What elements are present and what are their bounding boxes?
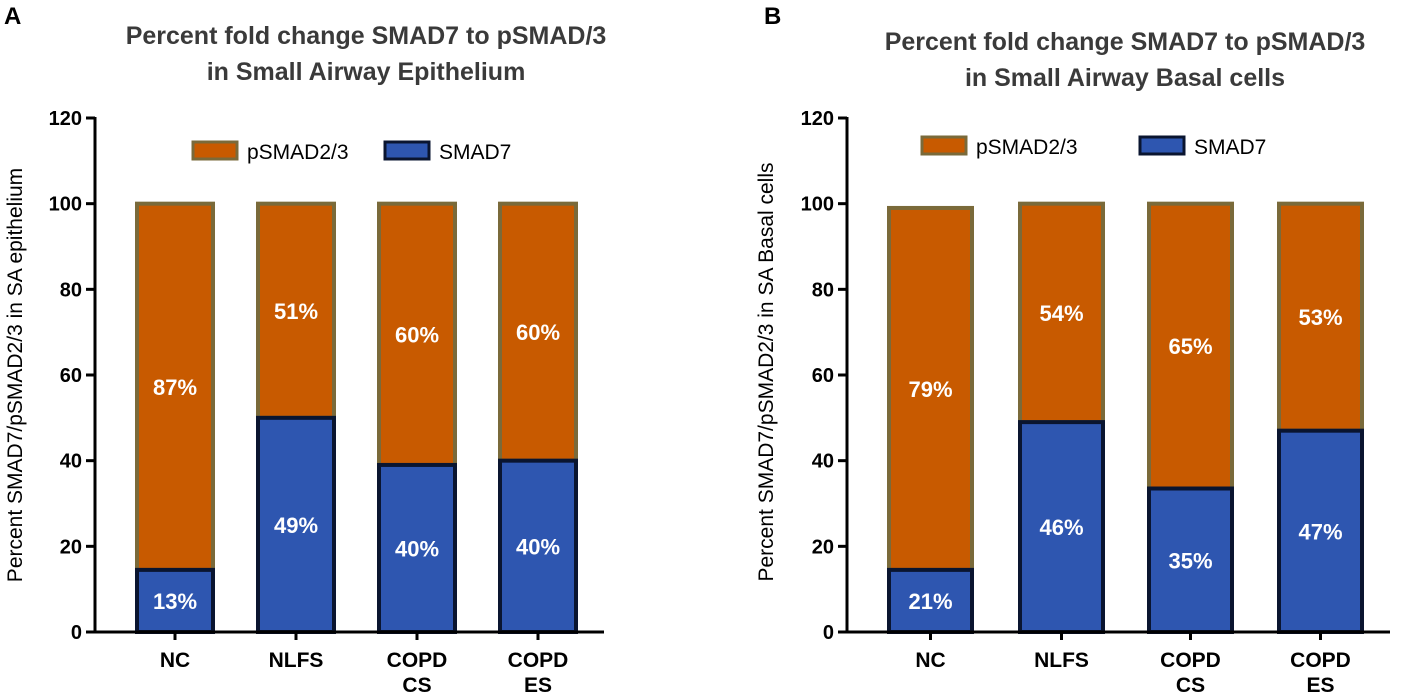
y-tick-label: 120 (801, 108, 834, 130)
bar-pSMAD-1 (1018, 201, 1105, 425)
x-tick-label: COPD (1160, 649, 1221, 672)
y-tick-label: 0 (71, 622, 82, 644)
chart-title-line-2: in Small Airway Basal cells (965, 64, 1285, 92)
y-tick-label: 20 (812, 536, 834, 558)
legend-swatch-pSMAD (920, 135, 968, 156)
data-label-pSMAD-3: 60% (516, 320, 560, 345)
legend-swatch-pSMAD (191, 140, 239, 161)
x-tick-label: NC (160, 649, 190, 672)
y-tick-label: 40 (60, 451, 82, 473)
x-tick-label: NLFS (1034, 649, 1089, 672)
panel-letter: B (764, 3, 781, 30)
x-tick-label: NC (915, 649, 945, 672)
data-label-pSMAD-0: 87% (153, 375, 197, 400)
panel-a: A Percent fold change SMAD7 to pSMAD/3 i… (4, 3, 606, 695)
legend: pSMAD2/3 SMAD7 (191, 140, 511, 164)
bar-pSMAD-0 (887, 205, 974, 572)
y-axis-label: Percent SMAD7/pSMAD2/3 in SA epithelium (4, 168, 27, 582)
legend-label-pSMAD: pSMAD2/3 (976, 136, 1078, 159)
y-tick-label: 100 (801, 194, 834, 216)
legend-label-SMAD7: SMAD7 (1194, 136, 1266, 159)
data-label-pSMAD-2: 65% (1168, 334, 1212, 359)
data-label-SMAD7-3: 47% (1298, 519, 1342, 544)
bar-pSMAD-3 (498, 201, 578, 463)
x-tick-label: ES (524, 674, 552, 695)
y-axis-label: Percent SMAD7/pSMAD2/3 in SA Basal cells (755, 162, 778, 581)
bar-SMAD7-2 (1147, 486, 1234, 634)
x-tick-label: COPD (387, 649, 448, 672)
bar-pSMAD-3 (1277, 201, 1364, 433)
legend-swatch-SMAD7 (383, 140, 431, 161)
bar-SMAD7-3 (498, 458, 578, 634)
x-tick-label: NLFS (269, 649, 324, 672)
y-tick-label: 40 (812, 451, 834, 473)
y-tick-label: 0 (823, 622, 834, 644)
data-label-SMAD7-0: 13% (153, 589, 197, 614)
legend: pSMAD2/3 SMAD7 (920, 135, 1266, 159)
data-label-SMAD7-2: 40% (395, 536, 439, 561)
data-label-SMAD7-1: 46% (1039, 515, 1083, 540)
y-tick-label: 100 (49, 194, 82, 216)
panel-b: B Percent fold change SMAD7 to pSMAD/3 i… (755, 3, 1390, 695)
y-tick-label: 80 (60, 279, 82, 301)
plot-area: 87%13%NC51%49%NLFS60%40%COPDCS60%40%COPD… (49, 108, 604, 695)
data-label-SMAD7-0: 21% (908, 589, 952, 614)
legend-label-pSMAD: pSMAD2/3 (247, 141, 349, 164)
chart-title-line-1: Percent fold change SMAD7 to pSMAD/3 (885, 28, 1366, 56)
chart-title-line-1: Percent fold change SMAD7 to pSMAD/3 (126, 22, 607, 50)
data-label-SMAD7-3: 40% (516, 534, 560, 559)
data-label-pSMAD-1: 51% (274, 299, 318, 324)
bar-SMAD7-2 (377, 462, 457, 635)
x-tick-label: ES (1306, 674, 1334, 695)
legend-swatch-SMAD7 (1138, 135, 1186, 156)
data-label-pSMAD-0: 79% (908, 377, 952, 402)
panel-letter: A (4, 3, 21, 30)
data-label-pSMAD-2: 60% (395, 322, 439, 347)
y-tick-label: 20 (60, 536, 82, 558)
data-label-pSMAD-3: 53% (1298, 305, 1342, 330)
legend-label-SMAD7: SMAD7 (439, 141, 511, 164)
bar-SMAD7-1 (1018, 420, 1105, 634)
y-tick-label: 120 (49, 108, 82, 130)
bar-pSMAD-2 (377, 201, 457, 467)
bar-pSMAD-0 (135, 201, 215, 572)
chart-title-line-2: in Small Airway Epithelium (207, 58, 526, 86)
data-label-SMAD7-2: 35% (1168, 548, 1212, 573)
x-tick-label: CS (1176, 674, 1205, 695)
data-label-SMAD7-1: 49% (274, 513, 318, 538)
y-tick-label: 80 (812, 279, 834, 301)
data-label-pSMAD-1: 54% (1039, 301, 1083, 326)
x-tick-label: CS (402, 674, 431, 695)
bar-SMAD7-3 (1277, 428, 1364, 634)
y-tick-label: 60 (812, 365, 834, 387)
x-tick-label: COPD (508, 649, 569, 672)
y-tick-label: 60 (60, 365, 82, 387)
plot-area: 79%21%NC54%46%NLFS65%35%COPDCS53%47%COPD… (801, 108, 1390, 695)
x-tick-label: COPD (1290, 649, 1351, 672)
